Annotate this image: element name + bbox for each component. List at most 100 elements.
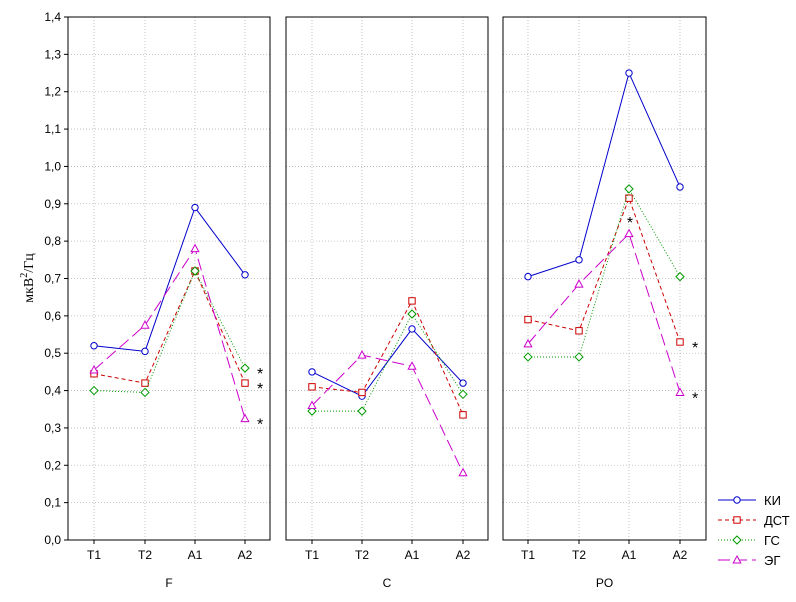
data-point [408,297,416,305]
y-tick-label: 0,4 [44,384,61,398]
panel-label: F [165,576,172,590]
x-tick-label: T2 [138,548,152,562]
data-point [459,411,467,419]
data-point [89,385,99,396]
data-point [624,184,634,194]
data-point [574,352,584,362]
x-tick-label: T2 [355,548,369,562]
y-axis-label: мкВ2/Гц [19,253,37,303]
legend-label: ГС [764,533,780,548]
data-point [524,315,532,324]
data-point [90,342,98,350]
x-tick-label: T1 [305,548,319,562]
data-point [89,364,99,374]
panel-label: C [383,576,392,590]
significance-marker: * [257,366,263,383]
x-tick-label: A2 [456,548,471,562]
x-tick-label: A2 [238,548,253,562]
legend-marker [732,554,742,564]
data-point [624,228,634,238]
data-point [307,400,317,410]
data-point [407,309,417,319]
x-tick-label: T2 [572,548,586,562]
series-line [527,232,681,393]
panel-frame [285,16,489,541]
data-point [141,347,149,356]
y-tick-label: 0,0 [44,533,61,547]
grid-layer [68,16,706,541]
series-line [93,247,246,419]
data-point [574,279,584,288]
significance-marker: * [257,417,263,434]
series-line [528,187,681,358]
data-point [575,327,583,335]
data-point [308,368,316,376]
x-tick-label: T1 [87,548,101,562]
data-point [523,352,533,362]
data-point [625,194,633,202]
data-point [625,69,633,77]
legend: КИ ДСТ ГС ЭГ [718,493,790,568]
series-line [311,354,464,473]
data-point [458,467,468,477]
data-point [241,271,249,279]
data-point [357,350,367,359]
data-point [408,325,416,333]
series-line [312,312,464,412]
x-tick-label: A1 [622,548,637,562]
legend-label: ЭГ [764,553,780,568]
significance-marker: * [692,340,698,357]
significance-marker: * [257,381,263,398]
data-point [240,413,250,423]
data-point [240,363,250,373]
data-point [307,406,317,416]
data-point [358,388,366,397]
axis-layer: T1 T2 A1 A2 F T1 T2 A1 A2 C T1 T2 A1 A2 PO 0,0 0,1 0,2 0,3… [44,10,687,590]
data-point [357,406,367,416]
x-tick-label: T1 [521,548,535,562]
data-point [190,266,200,276]
data-point [141,379,149,387]
data-point [523,338,533,348]
legend-marker [733,516,741,524]
x-tick-label: A1 [188,548,203,562]
y-tick-label: 1,0 [44,159,61,173]
x-tick-label: A2 [673,548,688,562]
data-point [140,387,150,398]
series-line [527,71,681,278]
y-tick-label: 1,2 [44,85,61,99]
legend-marker [733,496,741,504]
y-tick-label: 0,7 [44,272,61,286]
panel-label: PO [596,576,613,590]
series-line [93,206,246,352]
y-tick-label: 1,3 [44,47,61,61]
y-tick-label: 0,3 [44,421,61,435]
series-line [311,299,464,416]
series-line [311,328,464,397]
series-layer: ****** [89,69,698,477]
y-tick-label: 0,5 [44,346,61,360]
legend-marker [732,535,742,545]
data-point [524,272,532,281]
data-point [676,338,684,346]
frame-layer [67,16,707,541]
data-point [241,379,249,387]
x-tick-label: A1 [405,548,420,562]
y-tick-label: 0,2 [44,458,61,472]
significance-marker: * [692,390,698,407]
data-point [191,203,199,212]
y-tick-label: 0,8 [44,234,61,248]
series-line [93,269,246,384]
legend-label: КИ [764,493,781,508]
y-tick-label: 1,4 [44,10,61,24]
data-point [308,383,316,391]
y-tick-label: 0,6 [44,309,61,323]
data-point [190,243,200,253]
data-point [675,271,685,282]
significance-marker: * [627,215,633,232]
panel-frame [502,16,707,541]
data-point [407,361,417,370]
data-point [458,389,468,400]
